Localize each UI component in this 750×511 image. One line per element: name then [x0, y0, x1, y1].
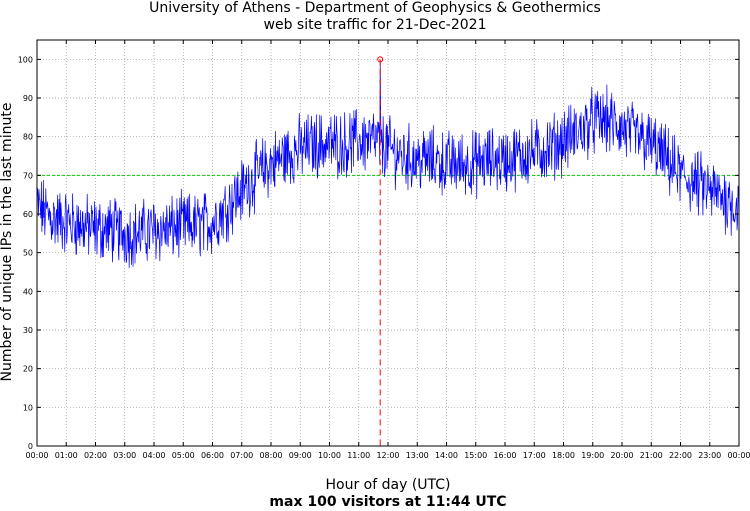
x-tick-label: 06:00	[201, 451, 224, 460]
x-tick-label: 04:00	[142, 451, 165, 460]
x-tick-label: 01:00	[55, 451, 78, 460]
x-axis-label: Hour of day (UTC)	[325, 477, 451, 493]
x-tick-label: 08:00	[259, 451, 282, 460]
y-tick-label: 0	[28, 442, 33, 451]
y-tick-label: 90	[23, 94, 33, 103]
y-tick-label: 60	[23, 210, 33, 219]
peak-marker-layer	[377, 56, 384, 446]
max-visitors-note: max 100 visitors at 11:44 UTC	[269, 494, 507, 510]
y-tick-label: 40	[23, 287, 33, 296]
y-tick-label: 100	[18, 55, 33, 64]
y-tick-label: 70	[23, 171, 33, 180]
x-tick-label: 02:00	[84, 451, 107, 460]
x-tick-label: 03:00	[113, 451, 136, 460]
x-tick-label: 13:00	[406, 451, 429, 460]
peak-marker	[377, 56, 384, 63]
traffic-series-line	[36, 59, 740, 269]
x-tick-label: 05:00	[172, 451, 195, 460]
x-tick-label: 20:00	[610, 451, 633, 460]
x-tick-label: 00:00	[727, 451, 750, 460]
x-tick-label: 16:00	[493, 451, 516, 460]
chart-title: University of Athens - Department of Geo…	[149, 0, 601, 16]
y-tick-label: 30	[23, 326, 33, 335]
y-tick-label: 80	[23, 133, 33, 142]
x-tick-label: 12:00	[376, 451, 399, 460]
x-tick-label: 10:00	[318, 451, 341, 460]
x-tick-label: 11:00	[347, 451, 370, 460]
tick-labels: 0 10 20 30 40 50 60 70 80 90 100 00:00 01:00 02:00 03:…	[18, 40, 750, 460]
y-tick-label: 20	[23, 365, 33, 374]
x-tick-label: 19:00	[581, 451, 604, 460]
x-tick-label: 15:00	[464, 451, 487, 460]
x-tick-label: 07:00	[230, 451, 253, 460]
x-tick-label: 23:00	[698, 451, 721, 460]
y-axis-label: Number of unique IPs in the last minute	[0, 102, 15, 382]
y-tick-label: 10	[23, 403, 33, 412]
series-layer	[36, 59, 740, 269]
chart-subtitle: web site traffic for 21-Dec-2021	[263, 17, 487, 33]
x-tick-label: 22:00	[669, 451, 692, 460]
y-tick-label: 50	[23, 249, 33, 258]
x-tick-label: 18:00	[552, 451, 575, 460]
x-tick-label: 21:00	[640, 451, 663, 460]
x-tick-label: 14:00	[435, 451, 458, 460]
grid	[37, 40, 739, 446]
x-tick-label: 09:00	[289, 451, 312, 460]
x-tick-label: 17:00	[523, 451, 546, 460]
x-tick-label: 00:00	[25, 451, 48, 460]
